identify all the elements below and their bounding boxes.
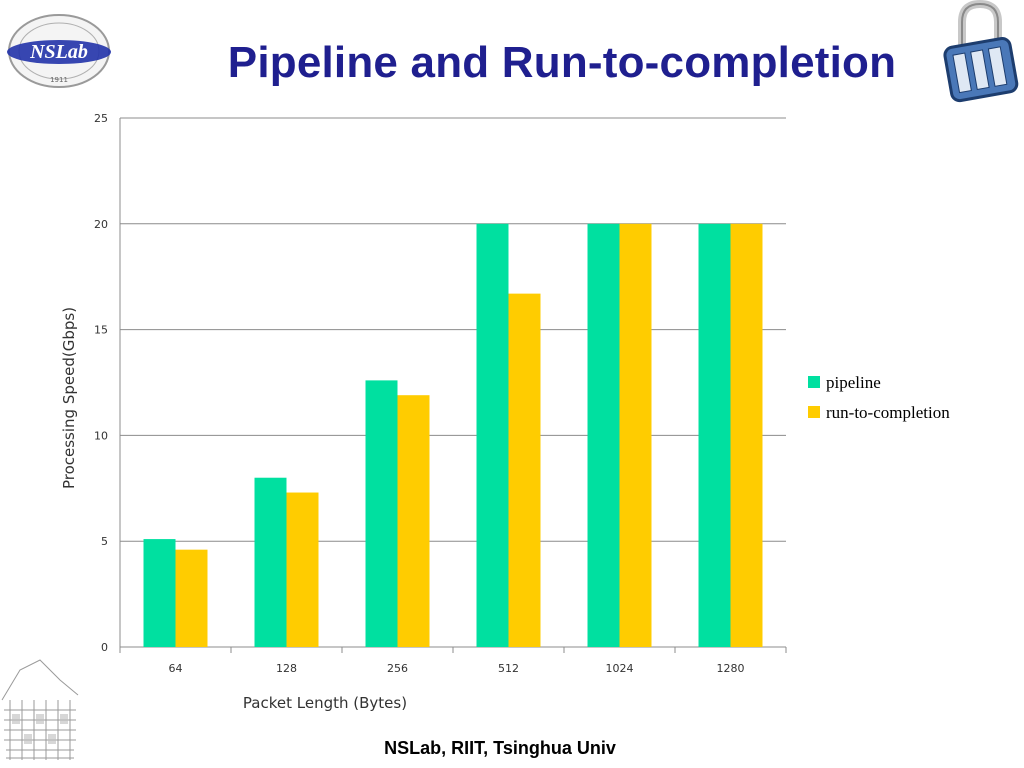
x-tick-label: 512: [498, 662, 519, 675]
legend-label-run-to-completion: run-to-completion: [826, 403, 950, 422]
campus-building-image: [0, 640, 80, 768]
footer-text: NSLab, RIIT, Tsinghua Univ: [384, 738, 616, 758]
bar-run-to-completion-128: [286, 492, 319, 647]
x-tick-label: 64: [169, 662, 183, 675]
bar-pipeline-512: [476, 223, 509, 648]
bar-run-to-completion-64: [175, 549, 208, 647]
x-axis-title: Packet Length (Bytes): [243, 694, 407, 712]
bars: [143, 223, 763, 648]
x-tick-label: 128: [276, 662, 297, 675]
legend-swatch-pipeline: [808, 376, 820, 388]
y-axis-title: Processing Speed(Gbps): [60, 307, 78, 489]
y-tick-label: 0: [101, 641, 108, 654]
slide-title: Pipeline and Run-to-completion: [227, 38, 897, 87]
bar-run-to-completion-1280: [730, 223, 763, 648]
bar-pipeline-128: [254, 477, 287, 647]
nslab-logo: NSLab 1911: [7, 14, 111, 88]
bar-pipeline-64: [143, 539, 176, 647]
y-tick-label: 20: [94, 218, 108, 231]
y-tick-label: 5: [101, 535, 108, 548]
tick-labels: 0 5 10 15 20 25 64 128 256 512 1024 1280: [94, 112, 745, 675]
bar-pipeline-1024: [587, 223, 620, 648]
x-tick-label: 1280: [717, 662, 745, 675]
legend-swatch-run-to-completion: [808, 406, 820, 418]
y-tick-label: 15: [94, 324, 108, 337]
x-tick-label: 256: [387, 662, 408, 675]
legend: pipeline run-to-completion: [808, 373, 950, 422]
bar-pipeline-1280: [698, 223, 731, 648]
y-tick-label: 25: [94, 112, 108, 125]
x-tick-label: 1024: [606, 662, 634, 675]
bar-run-to-completion-1024: [619, 223, 652, 648]
logo-year: 1911: [50, 76, 68, 84]
padlock-icon: [943, 0, 1019, 103]
y-tick-label: 10: [94, 429, 108, 442]
bar-run-to-completion-256: [397, 395, 430, 647]
grid-lines: [119, 117, 787, 653]
logo-text: NSLab: [29, 41, 88, 63]
legend-label-pipeline: pipeline: [826, 373, 881, 392]
bar-run-to-completion-512: [508, 293, 541, 647]
bar-pipeline-256: [365, 380, 398, 647]
